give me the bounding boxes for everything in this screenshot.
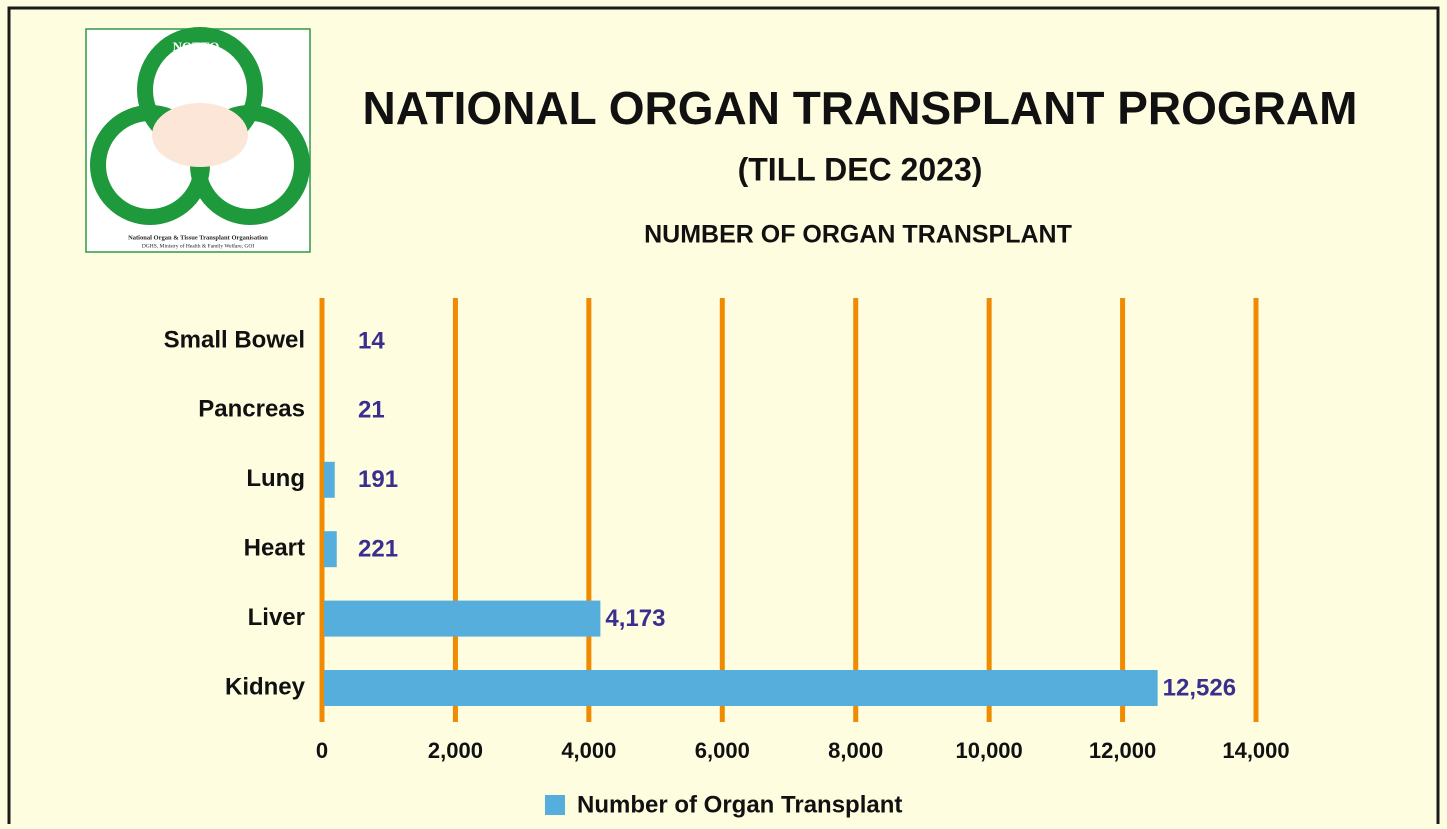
y-tick-label: Small Bowel <box>164 326 305 353</box>
x-tick-label: 10,000 <box>955 738 1022 763</box>
x-tick-label: 0 <box>316 738 328 763</box>
y-tick-label: Kidney <box>225 673 306 700</box>
bar <box>324 462 335 498</box>
x-tick-label: 8,000 <box>828 738 883 763</box>
logo-name: National Organ & Tissue Transplant Organ… <box>128 234 268 241</box>
value-label: 12,526 <box>1163 674 1236 701</box>
chart-title: NUMBER OF ORGAN TRANSPLANT <box>644 221 1072 249</box>
title: NATIONAL ORGAN TRANSPLANT PROGRAM <box>363 82 1358 134</box>
bar <box>324 670 1158 706</box>
logo: NOTTO National Organ & Tissue Transplant… <box>86 29 310 252</box>
subtitle: (TILL DEC 2023) <box>738 151 983 187</box>
bar <box>324 531 337 567</box>
logo-ministry: DGHS, Ministry of Health & Family Welfar… <box>142 242 255 249</box>
x-tick-label: 4,000 <box>561 738 616 763</box>
x-tick-label: 6,000 <box>695 738 750 763</box>
value-label: 191 <box>358 466 398 493</box>
bar <box>324 601 600 637</box>
logo-acronym: NOTTO <box>173 39 220 54</box>
legend-label: Number of Organ Transplant <box>577 791 902 818</box>
x-tick-label: 12,000 <box>1089 738 1156 763</box>
value-label: 221 <box>358 536 398 563</box>
page: {"logo": {"acronym": "NOTTO", "name": "N… <box>0 0 1447 824</box>
y-tick-label: Liver <box>248 604 305 631</box>
value-label: 4,173 <box>605 605 665 632</box>
value-label: 14 <box>358 327 385 354</box>
x-tick-label: 14,000 <box>1222 738 1289 763</box>
y-tick-label: Lung <box>246 465 305 492</box>
x-tick-label: 2,000 <box>428 738 483 763</box>
legend-swatch <box>545 795 565 815</box>
value-label: 21 <box>358 397 385 424</box>
y-tick-label: Pancreas <box>198 396 305 423</box>
chart: NOTTO National Organ & Tissue Transplant… <box>0 0 1447 824</box>
logo-hands <box>152 103 248 167</box>
y-tick-label: Heart <box>244 535 305 562</box>
